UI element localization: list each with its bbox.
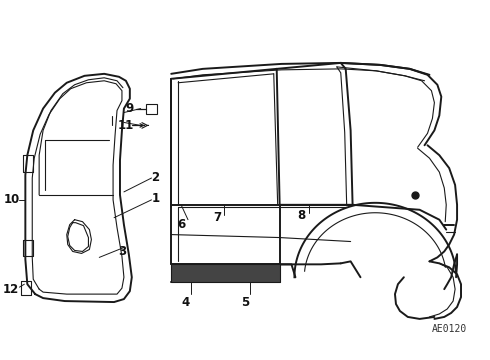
Text: 9: 9: [126, 102, 134, 115]
Text: 1: 1: [151, 192, 160, 205]
Bar: [171, 264, 280, 282]
Text: 10: 10: [3, 193, 20, 206]
Text: 6: 6: [177, 218, 185, 231]
Bar: [146, 104, 157, 113]
Text: 5: 5: [241, 296, 249, 309]
Text: 3: 3: [118, 245, 126, 258]
Text: 12: 12: [2, 283, 19, 296]
Text: 11: 11: [118, 119, 134, 132]
Text: 7: 7: [214, 211, 221, 224]
Text: 8: 8: [297, 209, 305, 222]
Text: 2: 2: [151, 171, 160, 184]
Text: AE0120: AE0120: [432, 324, 467, 334]
Text: 4: 4: [182, 296, 190, 309]
